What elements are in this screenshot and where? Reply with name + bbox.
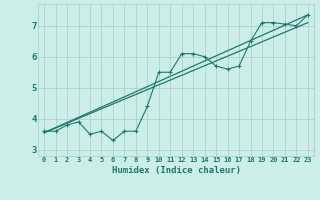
X-axis label: Humidex (Indice chaleur): Humidex (Indice chaleur) [111, 166, 241, 175]
